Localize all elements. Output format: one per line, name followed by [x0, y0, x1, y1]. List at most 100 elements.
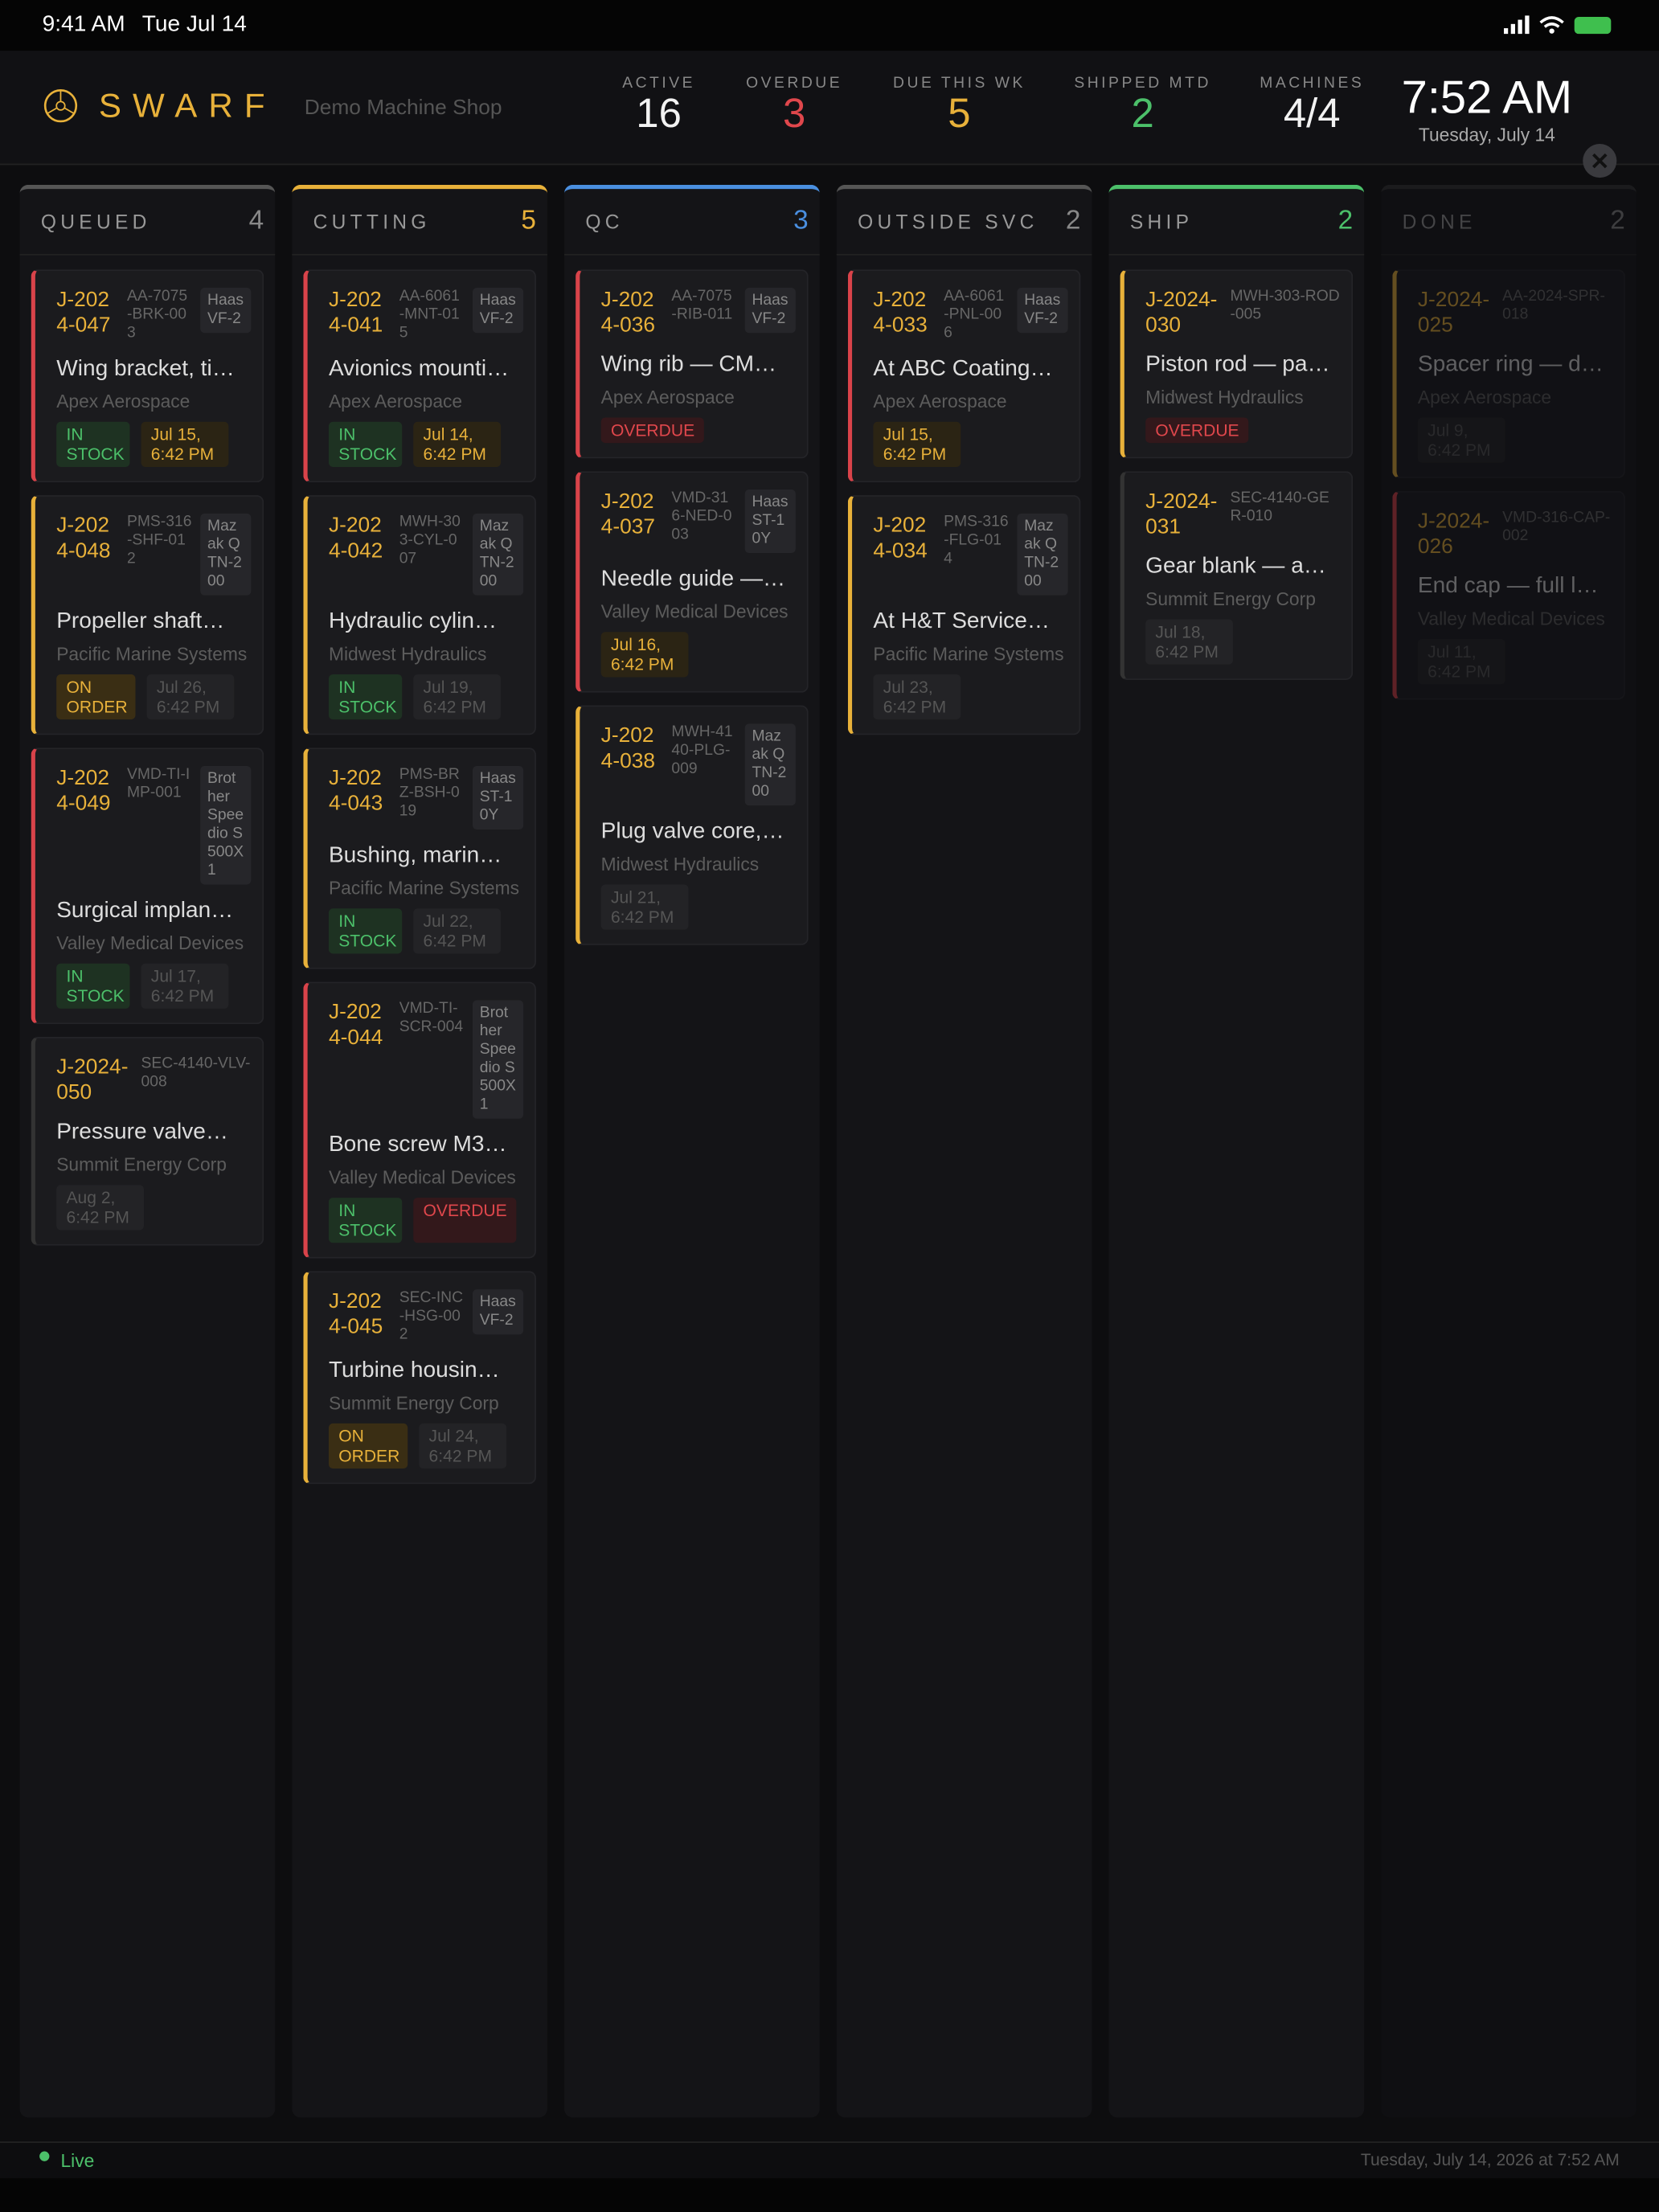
job-title: Wing bracket, ti… — [56, 357, 235, 381]
column-header: DONE 2 — [1381, 189, 1636, 256]
customer: Summit Energy Corp — [328, 1392, 499, 1414]
card-list: J-2024-025 AA-2024-SPR-018 Spacer ring — d… — [1381, 256, 1636, 727]
column: QUEUED 4 J-2024-047 AA-7075-BRK-003 Haas VF-… — [19, 184, 276, 2118]
live-status: Live — [60, 2149, 95, 2172]
tags: ON ORDER Jul 24, 6:42 PM — [328, 1423, 523, 1469]
column-header: SHIP 2 — [1108, 189, 1365, 256]
tag: OVERDUE — [413, 1198, 517, 1243]
card-list: J-2024-033 AA-6061-PNL-006 Haas VF-2 At ABC… — [837, 256, 1092, 762]
job-card[interactable]: J-2024-045 SEC-INC-HSG-002 Haas VF-2 Turbin… — [303, 1271, 536, 1485]
job-title: Spacer ring — d… — [1417, 352, 1604, 377]
stat-value: 2 — [1131, 92, 1154, 137]
job-card[interactable]: J-2024-044 VMD-TI-SCR-004 Brother Speedio … — [303, 981, 536, 1259]
job-title: Hydraulic cylin… — [328, 609, 498, 634]
tag: OVERDUE — [1145, 417, 1249, 444]
live-dot — [39, 2151, 50, 2161]
home-bar-area — [0, 2177, 1659, 2212]
tag: Jul 9, 6:42 PM — [1417, 417, 1505, 463]
job-id: J-2024-041 — [328, 288, 383, 338]
job-card[interactable]: J-2024-047 AA-7075-BRK-003 Haas VF-2 Wing b… — [31, 269, 264, 483]
job-card[interactable]: J-2024-041 AA-6061-MNT-015 Haas VF-2 Avioni… — [303, 269, 536, 483]
job-card[interactable]: J-2024-048 PMS-316-SHF-012 Mazak QTN-200 Pr… — [31, 495, 264, 735]
card-top: J-2024-033 AA-6061-PNL-006 Haas VF-2 — [873, 288, 1068, 342]
close-button[interactable] — [1581, 142, 1618, 179]
tag: Jul 26, 6:42 PM — [146, 674, 235, 720]
tags: Jul 11, 6:42 PM — [1417, 639, 1612, 685]
machine: Haas VF-2 — [200, 288, 252, 334]
job-title: End cap — full l… — [1417, 574, 1599, 599]
tags: OVERDUE — [600, 417, 796, 444]
status-bar: 9:41 AM Tue Jul 14 — [0, 0, 1659, 51]
job-id: J-2024-049 — [56, 766, 111, 816]
stat: DUE THIS WK 5 — [875, 75, 1044, 138]
card-list: J-2024-036 AA-7075-RIB-011 Haas VF-2 Wing r… — [564, 256, 820, 973]
job-card[interactable]: J-2024-033 AA-6061-PNL-006 Haas VF-2 At ABC… — [847, 269, 1081, 483]
card-top: J-2024-041 AA-6061-MNT-015 Haas VF-2 — [328, 288, 524, 342]
job-card[interactable]: J-2024-031 SEC-4140-GER-010 Gear blank — a… — [1120, 471, 1354, 680]
job-card[interactable]: J-2024-036 AA-7075-RIB-011 Haas VF-2 Wing r… — [576, 269, 809, 459]
tag: Jul 23, 6:42 PM — [873, 674, 961, 720]
tags: Jul 21, 6:42 PM — [600, 884, 796, 930]
tags: Jul 23, 6:42 PM — [873, 674, 1067, 720]
column: OUTSIDE SVC 2 J-2024-033 AA-6061-PNL-006 Haa… — [836, 184, 1092, 2118]
card-top: J-2024-037 VMD-316-NED-003 Haas ST-10Y — [601, 490, 796, 553]
customer: Apex Aerospace — [328, 391, 463, 412]
job-id: J-2024-045 — [328, 1289, 383, 1339]
column: DONE 2 J-2024-025 AA-2024-SPR-018 Spacer rin… — [1381, 184, 1636, 2118]
machine: Haas VF-2 — [744, 288, 796, 334]
logo — [43, 89, 78, 123]
column-title: DONE — [1402, 210, 1477, 233]
job-card[interactable]: J-2024-043 PMS-BRZ-BSH-019 Haas ST-10Y Bush… — [303, 748, 536, 969]
column-header: QC 3 — [564, 189, 820, 256]
tag: Jul 11, 6:42 PM — [1417, 639, 1505, 685]
card-top: J-2024-031 SEC-4140-GER-010 — [1145, 490, 1340, 540]
part-number: PMS-BRZ-BSH-019 — [399, 766, 460, 820]
customer: Summit Energy Corp — [56, 1153, 227, 1175]
stat-label: DUE THIS WK — [893, 75, 1026, 92]
stat-value: 4/4 — [1283, 92, 1341, 137]
tag: Jul 15, 6:42 PM — [873, 421, 961, 467]
tag: Aug 2, 6:42 PM — [56, 1185, 145, 1231]
job-card[interactable]: J-2024-038 MWH-4140-PLG-009 Mazak QTN-200 P… — [576, 705, 809, 945]
job-title: Propeller shaft… — [56, 609, 225, 634]
job-card[interactable]: J-2024-030 MWH-303-ROD-005 Piston rod — pa… — [1120, 269, 1354, 459]
job-id: J-2024-034 — [873, 513, 928, 563]
card-top: J-2024-042 MWH-303-CYL-007 Mazak QTN-200 — [329, 513, 524, 596]
customer: Midwest Hydraulics — [600, 853, 760, 875]
job-card[interactable]: J-2024-026 VMD-316-CAP-002 End cap — full … — [1392, 490, 1625, 700]
card-top: J-2024-044 VMD-TI-SCR-004 Brother Speedio … — [329, 1000, 524, 1119]
stat-label: MACHINES — [1260, 75, 1365, 92]
part-number: MWH-303-CYL-007 — [399, 513, 461, 567]
card-top: J-2024-045 SEC-INC-HSG-002 Haas VF-2 — [328, 1289, 524, 1344]
job-id: J-2024-031 — [1145, 490, 1218, 539]
part-number: VMD-TI-IMP-001 — [126, 766, 190, 801]
customer: Valley Medical Devices — [600, 600, 789, 622]
tag: IN STOCK — [328, 421, 403, 467]
tag: Jul 21, 6:42 PM — [600, 884, 689, 930]
job-card[interactable]: J-2024-025 AA-2024-SPR-018 Spacer ring — d… — [1392, 269, 1625, 478]
column-count: 3 — [793, 206, 809, 236]
card-top: J-2024-025 AA-2024-SPR-018 — [1418, 288, 1612, 338]
column-count: 2 — [1065, 206, 1081, 236]
job-card[interactable]: J-2024-049 VMD-TI-IMP-001 Brother Speedio … — [31, 748, 264, 1025]
tags: Jul 18, 6:42 PM — [1145, 619, 1340, 665]
part-number: PMS-316-FLG-014 — [944, 513, 1009, 567]
job-title: Turbine housin… — [328, 1358, 500, 1382]
job-id: J-2024-037 — [600, 490, 656, 539]
job-title: At H&T Service… — [873, 609, 1050, 634]
customer: Pacific Marine Systems — [328, 877, 520, 899]
job-card[interactable]: J-2024-037 VMD-316-NED-003 Haas ST-10Y Need… — [576, 471, 809, 693]
clock-time: 7:52 AM — [1401, 70, 1573, 123]
job-title: Surgical implan… — [56, 898, 234, 923]
job-card[interactable]: J-2024-042 MWH-303-CYL-007 Mazak QTN-200 Hy… — [303, 495, 536, 735]
job-id: J-2024-033 — [873, 288, 928, 338]
column: QC 3 J-2024-036 AA-7075-RIB-011 Haas VF-2 Win… — [564, 184, 820, 2118]
tag: Jul 19, 6:42 PM — [413, 674, 502, 720]
column-count: 2 — [1610, 206, 1625, 236]
column-header: QUEUED 4 — [19, 189, 276, 256]
tag: IN STOCK — [56, 421, 130, 467]
job-card[interactable]: J-2024-050 SEC-4140-VLV-008 Pressure valve… — [31, 1036, 264, 1246]
job-card[interactable]: J-2024-034 PMS-316-FLG-014 Mazak QTN-200 At… — [847, 495, 1081, 735]
tags: Jul 9, 6:42 PM — [1417, 417, 1612, 463]
